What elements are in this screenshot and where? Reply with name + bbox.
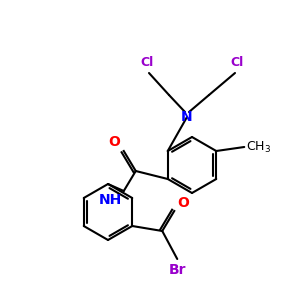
Text: Cl: Cl	[230, 56, 244, 69]
Text: O: O	[108, 135, 120, 149]
Text: N: N	[181, 110, 193, 124]
Text: O: O	[177, 196, 189, 210]
Text: CH$_3$: CH$_3$	[246, 140, 272, 154]
Text: Cl: Cl	[140, 56, 154, 69]
Text: NH: NH	[98, 193, 122, 207]
Text: Br: Br	[169, 263, 186, 277]
